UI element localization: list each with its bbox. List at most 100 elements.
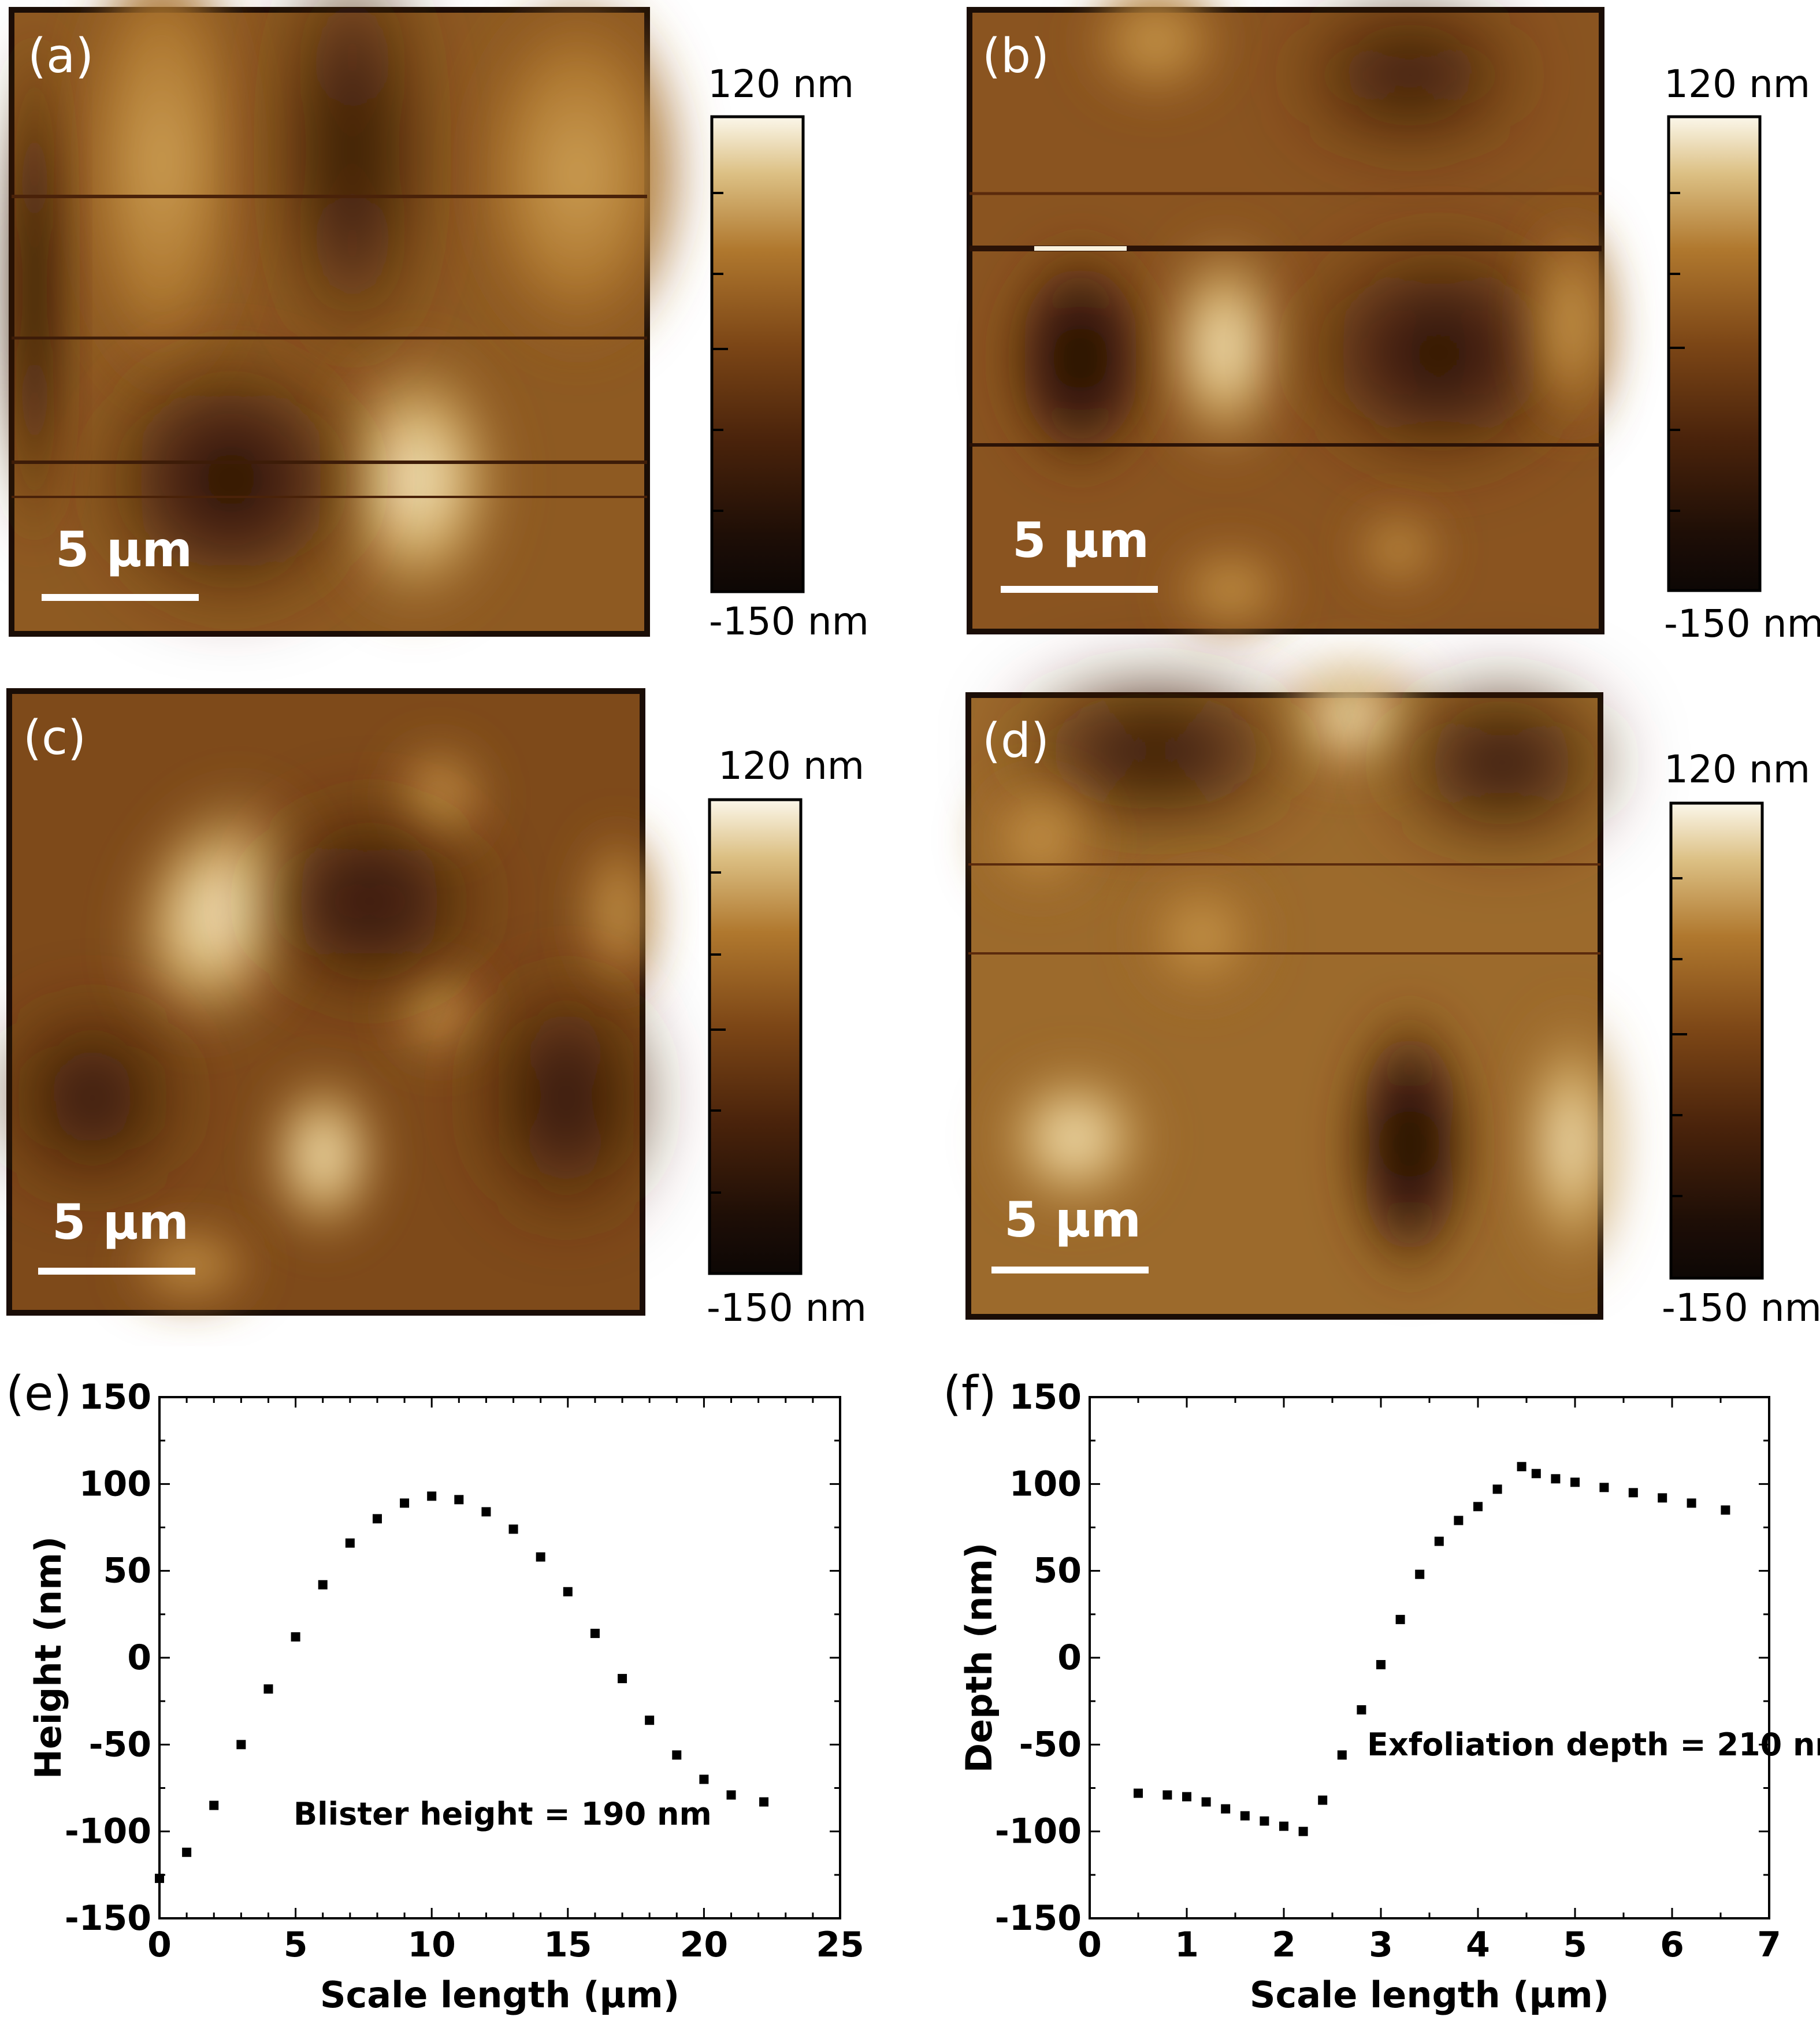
chart-f-point [1434,1536,1444,1546]
chart-e-point [454,1495,464,1505]
chart-f-point [1658,1493,1667,1503]
colorbar-a-ticks [712,192,728,512]
chart-e-ylabel: Height (nm) [27,1536,69,1779]
chart-f-plot-frame [1089,1396,1770,1919]
chart-e: (e) 0 5 10 15 20 25 150 100 50 0 -50 -100 -150 Scale… [6,1367,864,2016]
chart-f-xtick-label: 6 [1660,1925,1684,1965]
chart-f-point [1454,1516,1464,1525]
chart-f-xtick-label: 1 [1175,1925,1199,1965]
chart-e-point [618,1674,627,1684]
chart-f-point [1395,1614,1405,1624]
chart-e-point [318,1580,328,1590]
chart-f-ytick-label: -150 [995,1898,1082,1939]
scale-bar-label-c: 5 µm [52,1194,189,1250]
scale-bar-label-b: 5 µm [1012,512,1149,569]
chart-f-xtick-label: 3 [1369,1925,1393,1965]
chart-f-point [1337,1750,1347,1760]
chart-f-xtick-label: 7 [1757,1925,1781,1965]
chart-e-tick-labels: 0 5 10 15 20 25 150 100 50 0 -50 -100 -150 [65,1377,864,1965]
panel-label-d: (d) [982,714,1049,768]
chart-f-point [1492,1484,1502,1494]
chart-f-xtick-label: 0 [1078,1925,1102,1965]
chart-f-point [1134,1788,1143,1798]
chart-f-xtick-label: 2 [1272,1925,1296,1965]
colorbar-a: 120 nm -150 nm [708,62,869,644]
chart-f-point [1721,1505,1730,1515]
chart-f-point [1599,1483,1609,1492]
chart-e-point [291,1632,300,1642]
chart-f-point [1357,1705,1366,1715]
colorbar-b-min-label: -150 nm [1664,601,1820,646]
panel-label-a: (a) [28,29,94,84]
chart-e-ticks [158,1396,841,1919]
colorbar-a-min-label: -150 nm [709,599,869,644]
colorbar-a-max-label: 120 nm [708,62,854,106]
afm-panel-d: (d) 5 µm [965,653,1629,1320]
chart-e-plot-frame [158,1396,841,1919]
chart-f-point [1687,1498,1696,1508]
afm-image-b-topography [970,0,1618,636]
chart-f-point [1473,1502,1483,1512]
afm-image-a-topography [6,0,693,624]
colorbar-a-gradient [710,115,805,593]
colorbar-b-ticks [1669,192,1685,512]
chart-f-point [1240,1811,1250,1821]
chart-f-tick-labels: 0 1 2 3 4 5 6 7 150 100 50 0 -50 -100 -150 [995,1377,1781,1965]
afm-panel-c: (c) 5 µm [0,688,659,1316]
chart-e-ytick-label: 50 [103,1551,152,1591]
chart-e-point [726,1790,736,1800]
chart-e-xtick-label: 15 [544,1925,592,1965]
panel-label-b: (b) [982,29,1049,84]
chart-e-annotation: Blister height = 190 nm [294,1796,712,1832]
scale-bar-label-a: 5 µm [55,521,192,578]
chart-f-annotation: Exfoliation depth = 210 nm [1367,1726,1820,1763]
chart-f-xlabel: Scale length (µm) [1250,1974,1609,2016]
chart-f-point [1162,1790,1172,1800]
chart-f-point [1221,1804,1231,1814]
chart-e-xtick-label: 20 [680,1925,729,1965]
chart-f-markers [1134,1462,1730,1836]
chart-e-point [759,1797,769,1807]
chart-e-point [182,1847,192,1857]
chart-f-point [1551,1474,1561,1484]
chart-f-point [1376,1660,1386,1670]
chart-f-ticks [1089,1396,1770,1919]
afm-panel-a: (a) 5 µm [6,0,693,637]
colorbar-c-gradient [708,798,803,1275]
chart-e-point [481,1507,491,1517]
chart-e-point [699,1774,709,1784]
chart-e-xtick-label: 0 [147,1925,172,1965]
panel-label-c: (c) [23,711,86,766]
chart-f-ytick-label: 150 [1009,1377,1082,1417]
scale-bar-label-d: 5 µm [1004,1191,1141,1248]
colorbar-c-ticks [710,871,726,1194]
chart-e-point [345,1538,355,1548]
colorbar-c: 120 nm -150 nm [707,744,867,1330]
chart-e-panel-label: (e) [6,1367,72,1421]
chart-f-ytick-label: 50 [1034,1551,1082,1591]
colorbar-c-max-label: 120 nm [718,744,864,788]
chart-e-point [536,1552,545,1562]
chart-e-ytick-label: -150 [65,1898,151,1939]
chart-e-xtick-label: 25 [816,1925,864,1965]
chart-f-panel-label: (f) [943,1367,997,1421]
colorbar-b-gradient [1667,115,1762,592]
chart-f-xtick-label: 5 [1563,1925,1587,1965]
afm-image-c-topography [0,740,659,1306]
chart-e-ytick-label: -100 [65,1811,151,1852]
chart-f-ytick-label: -100 [995,1811,1082,1852]
colorbar-b: 120 nm -150 nm [1664,62,1820,646]
chart-f-point [1182,1792,1191,1802]
chart-f-point [1531,1469,1541,1479]
colorbar-d-gradient [1669,801,1764,1280]
chart-f-point [1298,1826,1308,1836]
chart-e-ytick-label: 150 [79,1377,151,1417]
chart-f-ytick-label: -50 [1019,1724,1082,1765]
chart-f-point [1201,1797,1211,1807]
colorbar-c-min-label: -150 nm [707,1286,867,1330]
colorbar-d-max-label: 120 nm [1664,747,1810,792]
colorbar-d: 120 nm -150 nm [1662,747,1820,1330]
chart-e-point [209,1800,219,1810]
chart-e-markers [155,1491,769,1883]
